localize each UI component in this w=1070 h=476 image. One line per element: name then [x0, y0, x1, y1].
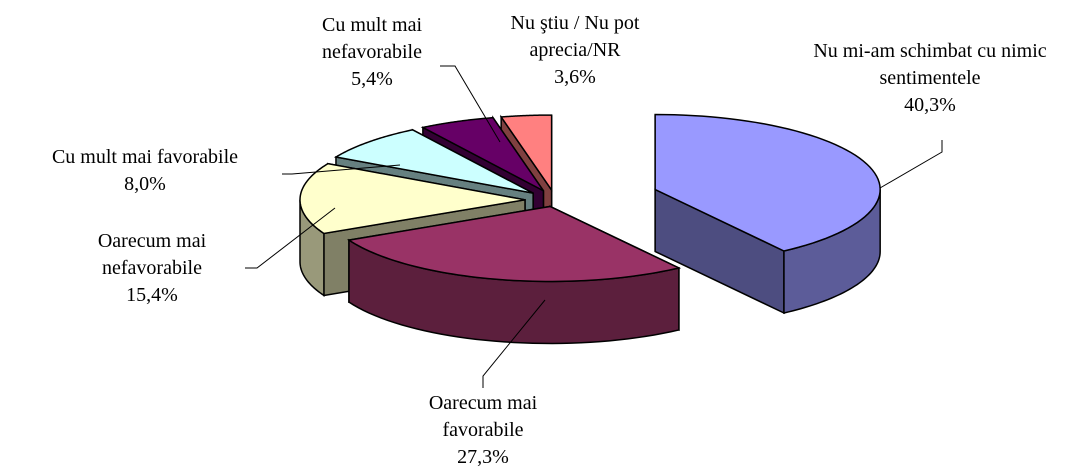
slice-top [299, 162, 526, 235]
value-label: 15,4% [126, 284, 178, 306]
category-label: Oarecum mai nefavorabile [97, 230, 207, 279]
slice-label: Nu ştiu / Nu pot aprecia/NR 3,6% [485, 10, 665, 91]
slice-label: Cu mult mai nefavorabile 5,4% [292, 12, 452, 93]
leader-line [879, 140, 943, 189]
slice-top [499, 114, 553, 193]
category-label: Cu mult mai nefavorabile [322, 14, 422, 63]
value-label: 27,3% [457, 446, 509, 468]
value-label: 40,3% [904, 94, 956, 116]
slice [346, 205, 682, 345]
category-label: Nu mi-am schimbat cu nimic sentimentele [813, 40, 1047, 89]
leader-line [440, 65, 501, 143]
category-label: Cu mult mai favorabile [51, 146, 239, 168]
leader-line [482, 299, 546, 388]
category-label: Oarecum mai favorabile [428, 392, 538, 441]
leader-line [282, 164, 401, 175]
slice-top [654, 113, 881, 252]
value-label: 5,4% [351, 68, 393, 90]
slice-top [346, 205, 682, 283]
slice-top [420, 116, 545, 192]
slice-label: Oarecum mai favorabile 27,3% [398, 390, 568, 471]
slice-label: Oarecum mai nefavorabile 15,4% [62, 228, 242, 309]
slice [654, 113, 881, 315]
leader-line [245, 207, 336, 269]
value-label: 3,6% [554, 66, 596, 88]
value-label: 8,0% [124, 173, 166, 195]
slice-label: Nu mi-am schimbat cu nimic sentimentele 4… [805, 38, 1055, 119]
slice-label: Cu mult mai favorabile 8,0% [0, 144, 290, 198]
slice-top [333, 129, 534, 194]
category-label: Nu ştiu / Nu pot aprecia/NR [510, 12, 640, 61]
